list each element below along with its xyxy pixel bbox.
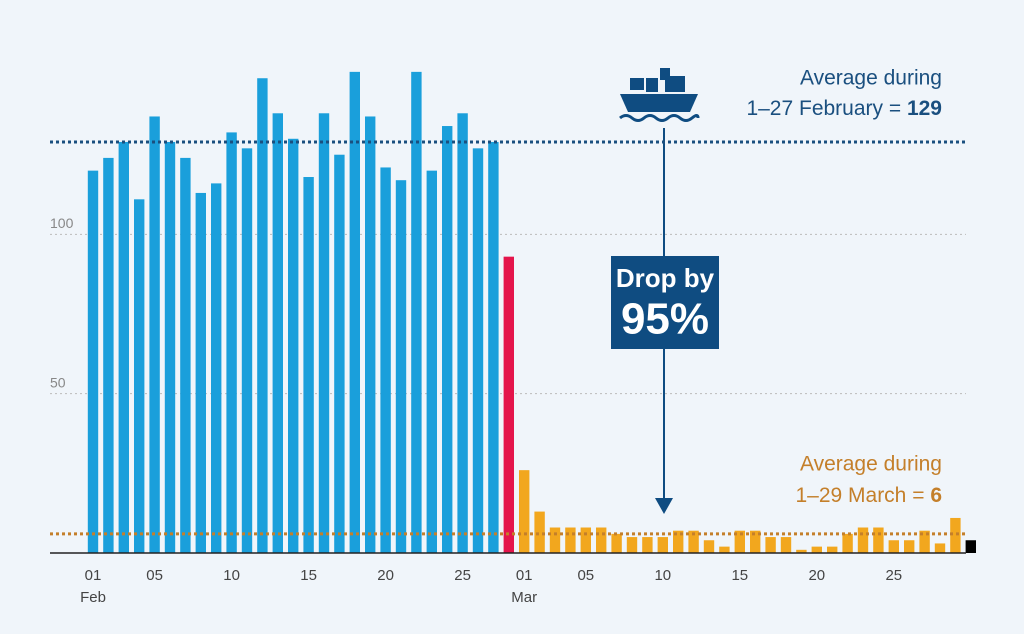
bar: [565, 527, 576, 553]
bar: [827, 546, 838, 553]
bar: [426, 170, 437, 553]
bar: [888, 540, 899, 553]
bar: [688, 530, 699, 553]
bar: [934, 543, 946, 553]
bar: [395, 180, 407, 553]
bar: [288, 138, 299, 553]
bar: [750, 530, 761, 553]
bar: [303, 177, 314, 553]
bar: [349, 71, 360, 554]
bar: [226, 132, 237, 553]
bar: [765, 537, 776, 553]
bar: [534, 511, 545, 553]
average-text: 1–29 March =: [795, 484, 930, 507]
arrow-head: [655, 498, 673, 514]
bar: [596, 527, 607, 553]
bar: [842, 533, 853, 553]
bar: [257, 78, 268, 553]
bar: [87, 170, 99, 553]
average-label: 1–27 February = 129: [746, 97, 942, 120]
bar: [164, 141, 176, 553]
bar: [780, 537, 792, 553]
bar: [719, 546, 730, 553]
ship-icon: [619, 68, 700, 122]
average-label: Average during: [800, 67, 942, 90]
bar: [857, 527, 869, 553]
bar: [919, 530, 930, 553]
drop-box: [611, 256, 719, 349]
bar: [503, 256, 514, 553]
x-tick-label: 25: [454, 567, 471, 584]
x-tick-label: 10: [223, 567, 240, 584]
x-tick-label: 05: [577, 567, 594, 584]
bar: [272, 113, 283, 554]
bar: [365, 116, 376, 553]
bar: [796, 549, 807, 553]
bar: [950, 517, 961, 553]
bar: [380, 167, 391, 553]
bar: [549, 527, 561, 553]
bar: [211, 183, 222, 554]
bar: [488, 141, 499, 553]
x-tick-label: 10: [654, 567, 671, 584]
bar: [703, 540, 715, 553]
bar: [611, 533, 622, 553]
x-month-label: Mar: [511, 589, 537, 606]
bar: [904, 540, 915, 553]
bar: [411, 71, 422, 554]
bar: [965, 540, 976, 553]
x-tick-label: 20: [377, 567, 394, 584]
bar: [118, 141, 129, 553]
average-label: Average during: [800, 453, 942, 476]
bar: [734, 530, 745, 553]
bar: [472, 148, 484, 554]
bar: [241, 148, 253, 554]
x-tick-label: 20: [808, 567, 825, 584]
bar: [457, 113, 468, 554]
x-tick-label: 05: [146, 567, 163, 584]
bar: [519, 470, 530, 553]
average-text: 1–27 February =: [746, 97, 907, 120]
y-tick-label: 100: [50, 215, 74, 231]
bar: [103, 157, 114, 553]
bar: [334, 154, 345, 553]
drop-value: 95%: [621, 295, 709, 344]
x-tick-label: 01: [516, 567, 533, 584]
bar: [318, 113, 330, 554]
x-tick-label: 15: [731, 567, 748, 584]
average-label: 1–29 March = 6: [795, 484, 942, 507]
bar: [442, 126, 453, 553]
bar: [673, 530, 684, 553]
x-month-label: Feb: [80, 589, 106, 606]
bar: [873, 527, 884, 553]
bar: [180, 157, 191, 553]
bar: [195, 192, 206, 553]
drop-text: Drop by: [616, 263, 715, 293]
average-value: 6: [930, 484, 942, 507]
x-tick-label: 15: [300, 567, 317, 584]
average-value: 129: [907, 97, 942, 120]
bar: [626, 537, 638, 553]
bar: [811, 546, 822, 553]
bar: [657, 537, 668, 553]
bar: [580, 527, 591, 553]
bar: [134, 199, 145, 553]
y-tick-label: 50: [50, 374, 66, 390]
x-tick-label: 25: [885, 567, 902, 584]
x-tick-label: 01: [85, 567, 102, 584]
bar: [149, 116, 160, 553]
bar: [642, 537, 653, 553]
